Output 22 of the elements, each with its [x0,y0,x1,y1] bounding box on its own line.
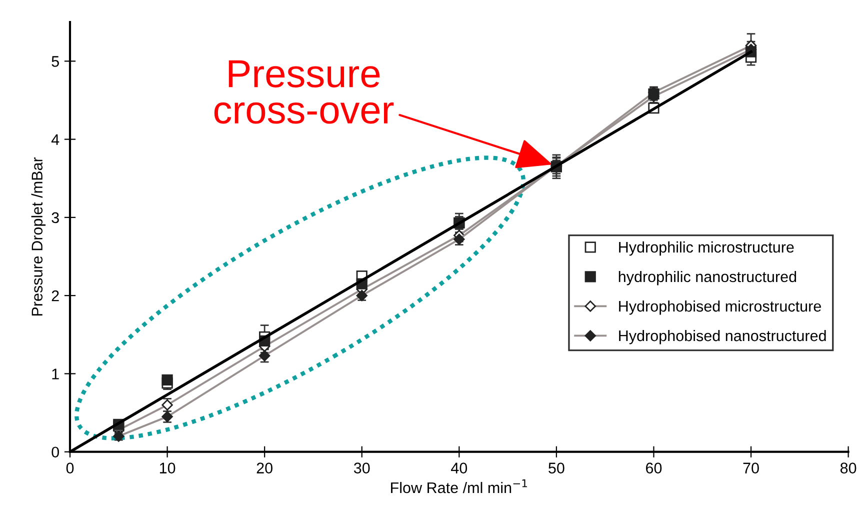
legend-label: Hydrophobised nanostructured [619,330,826,344]
y-tick-label: 3 [52,212,59,224]
y-tick-label: 4 [51,134,60,145]
legend-label: Hydrophobised microstructure [619,300,821,315]
y-tick-label: 5 [52,56,59,67]
y-tick-label: 2 [52,290,59,302]
x-tick-label: 50 [548,462,564,474]
y-tick-label: 0 [52,446,59,458]
y-axis-title: Pressure Droplet /mBar [31,157,46,316]
x-tick-label: 0 [66,462,74,474]
x-tick-label: 40 [451,462,468,474]
x-tick-label: 60 [646,462,662,474]
legend-label: Hydrophilic microstructure [619,241,794,256]
y-tick-label: 1 [52,368,59,380]
x-tick-label: 70 [743,462,759,474]
x-axis-title: Flow Rate /ml min$^{−1}$ [391,479,527,494]
x-tick-label: 80 [840,462,856,474]
legend-label: hydrophilic nanostructured [618,270,796,286]
x-tick-label: 30 [354,462,370,474]
annotation: Pressure cross-over [214,60,394,124]
x-tick-label: 10 [160,462,176,474]
x-tick-label: 20 [256,462,272,474]
